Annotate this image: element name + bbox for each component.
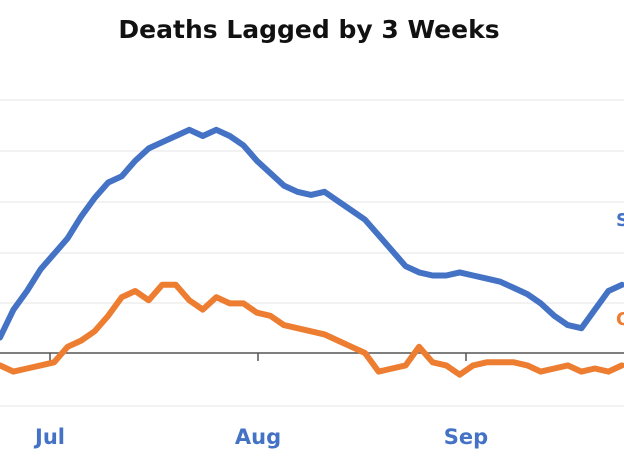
series-labels: SO	[616, 210, 624, 330]
x-tick-label-sep: Sep	[444, 425, 488, 449]
series-lines	[0, 126, 624, 378]
series-label-s: S	[616, 210, 624, 231]
chart-title: Deaths Lagged by 3 Weeks	[118, 15, 499, 44]
x-tick-label-aug: Aug	[235, 425, 281, 449]
series-line-o	[0, 281, 624, 378]
x-axis	[0, 352, 624, 361]
x-tick-labels: Jul Aug Sep	[33, 425, 488, 449]
series-label-o: O	[616, 309, 624, 330]
gridlines	[0, 99, 624, 407]
x-tick-label-jul: Jul	[33, 425, 65, 449]
series-line-s	[0, 126, 624, 341]
